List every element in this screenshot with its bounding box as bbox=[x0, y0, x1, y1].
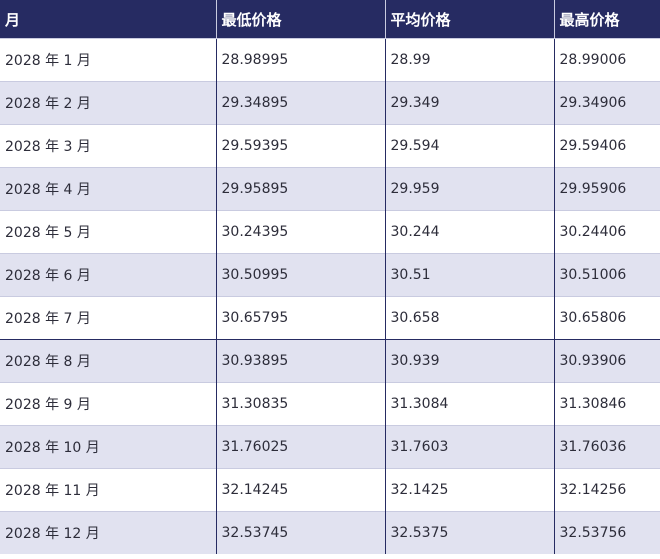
cell-min-price: 31.76025 bbox=[216, 425, 386, 469]
cell-max-price: 29.34906 bbox=[554, 81, 660, 125]
cell-avg-price: 32.1425 bbox=[385, 468, 555, 512]
table-row: 2028 年 11 月 32.14245 32.1425 32.14256 bbox=[0, 468, 660, 512]
header-avg-price: 平均价格 bbox=[385, 0, 555, 39]
table-row: 2028 年 10 月 31.76025 31.7603 31.76036 bbox=[0, 425, 660, 469]
cell-min-price: 31.30835 bbox=[216, 382, 386, 426]
cell-max-price: 28.99006 bbox=[554, 38, 660, 82]
cell-min-price: 32.53745 bbox=[216, 511, 386, 554]
table-row: 2028 年 9 月 31.30835 31.3084 31.30846 bbox=[0, 382, 660, 426]
cell-avg-price: 29.349 bbox=[385, 81, 555, 125]
cell-avg-price: 28.99 bbox=[385, 38, 555, 82]
cell-max-price: 30.51006 bbox=[554, 253, 660, 297]
cell-avg-price: 29.594 bbox=[385, 124, 555, 168]
table-row: 2028 年 2 月 29.34895 29.349 29.34906 bbox=[0, 81, 660, 125]
cell-max-price: 32.14256 bbox=[554, 468, 660, 512]
cell-avg-price: 30.939 bbox=[385, 339, 555, 383]
cell-avg-price: 31.3084 bbox=[385, 382, 555, 426]
cell-avg-price: 30.51 bbox=[385, 253, 555, 297]
cell-month: 2028 年 10 月 bbox=[0, 425, 217, 469]
cell-max-price: 30.24406 bbox=[554, 210, 660, 254]
cell-min-price: 29.95895 bbox=[216, 167, 386, 211]
cell-month: 2028 年 8 月 bbox=[0, 339, 217, 383]
cell-month: 2028 年 11 月 bbox=[0, 468, 217, 512]
cell-month: 2028 年 7 月 bbox=[0, 296, 217, 340]
header-min-price: 最低价格 bbox=[216, 0, 386, 39]
cell-max-price: 30.93906 bbox=[554, 339, 660, 383]
cell-month: 2028 年 4 月 bbox=[0, 167, 217, 211]
cell-avg-price: 29.959 bbox=[385, 167, 555, 211]
cell-max-price: 31.30846 bbox=[554, 382, 660, 426]
table-row: 2028 年 12 月 32.53745 32.5375 32.53756 bbox=[0, 511, 660, 554]
cell-min-price: 30.24395 bbox=[216, 210, 386, 254]
table-row: 2028 年 5 月 30.24395 30.244 30.24406 bbox=[0, 210, 660, 254]
cell-month: 2028 年 1 月 bbox=[0, 38, 217, 82]
cell-min-price: 29.34895 bbox=[216, 81, 386, 125]
table-row: 2028 年 4 月 29.95895 29.959 29.95906 bbox=[0, 167, 660, 211]
cell-month: 2028 年 12 月 bbox=[0, 511, 217, 554]
cell-avg-price: 32.5375 bbox=[385, 511, 555, 554]
cell-max-price: 32.53756 bbox=[554, 511, 660, 554]
table-row: 2028 年 3 月 29.59395 29.594 29.59406 bbox=[0, 124, 660, 168]
cell-avg-price: 30.658 bbox=[385, 296, 555, 340]
cell-max-price: 31.76036 bbox=[554, 425, 660, 469]
cell-max-price: 29.59406 bbox=[554, 124, 660, 168]
header-month: 月 bbox=[0, 0, 217, 39]
table-row: 2028 年 1 月 28.98995 28.99 28.99006 bbox=[0, 38, 660, 82]
cell-max-price: 29.95906 bbox=[554, 167, 660, 211]
cell-min-price: 30.50995 bbox=[216, 253, 386, 297]
cell-avg-price: 30.244 bbox=[385, 210, 555, 254]
cell-min-price: 30.93895 bbox=[216, 339, 386, 383]
header-max-price: 最高价格 bbox=[554, 0, 660, 39]
cell-max-price: 30.65806 bbox=[554, 296, 660, 340]
cell-month: 2028 年 6 月 bbox=[0, 253, 217, 297]
table-header-row: 月 最低价格 平均价格 最高价格 bbox=[0, 0, 660, 39]
table-row: 2028 年 8 月 30.93895 30.939 30.93906 bbox=[0, 339, 660, 383]
cell-avg-price: 31.7603 bbox=[385, 425, 555, 469]
cell-min-price: 32.14245 bbox=[216, 468, 386, 512]
cell-month: 2028 年 3 月 bbox=[0, 124, 217, 168]
cell-month: 2028 年 5 月 bbox=[0, 210, 217, 254]
table-row: 2028 年 6 月 30.50995 30.51 30.51006 bbox=[0, 253, 660, 297]
cell-min-price: 29.59395 bbox=[216, 124, 386, 168]
cell-month: 2028 年 2 月 bbox=[0, 81, 217, 125]
table-row: 2028 年 7 月 30.65795 30.658 30.65806 bbox=[0, 296, 660, 340]
cell-min-price: 28.98995 bbox=[216, 38, 386, 82]
cell-month: 2028 年 9 月 bbox=[0, 382, 217, 426]
cell-min-price: 30.65795 bbox=[216, 296, 386, 340]
